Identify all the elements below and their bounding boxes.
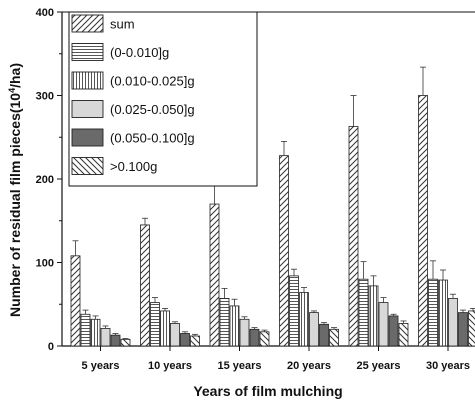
bar bbox=[70, 255, 81, 347]
x-tick-label: 30 years bbox=[426, 360, 470, 372]
bar bbox=[368, 285, 379, 347]
legend-label: (0.025-0.050]g bbox=[110, 102, 195, 117]
bar bbox=[398, 323, 409, 347]
bar bbox=[319, 323, 329, 347]
y-axis-title-main: Number of residual film pieces(10 bbox=[7, 93, 23, 317]
bar bbox=[378, 302, 389, 347]
bar bbox=[418, 95, 428, 347]
legend-swatch bbox=[71, 43, 104, 61]
x-tick-label: 20 years bbox=[287, 360, 331, 372]
y-tick-label: 0 bbox=[48, 341, 54, 353]
bar bbox=[388, 315, 399, 347]
bar bbox=[448, 298, 458, 347]
legend-swatch bbox=[71, 14, 104, 33]
bar bbox=[110, 334, 121, 347]
x-axis-title: Years of film mulching bbox=[193, 383, 342, 399]
legend-swatch bbox=[71, 157, 104, 175]
bar bbox=[180, 333, 190, 347]
bar bbox=[468, 310, 475, 347]
bar bbox=[348, 125, 359, 347]
bar bbox=[170, 323, 180, 347]
bar bbox=[458, 312, 468, 347]
legend-swatch bbox=[71, 71, 104, 90]
bar bbox=[80, 313, 91, 347]
bar bbox=[309, 312, 319, 347]
legend-label: sum bbox=[110, 17, 135, 32]
y-ticks: 0 100 200 300 400 bbox=[36, 7, 62, 353]
bar bbox=[279, 155, 289, 347]
bar bbox=[160, 310, 170, 347]
y-tick-label: 300 bbox=[36, 91, 54, 103]
x-tick-label: 25 years bbox=[356, 360, 400, 372]
x-tick-label: 10 years bbox=[148, 360, 192, 372]
bar bbox=[299, 292, 309, 347]
bar bbox=[90, 318, 101, 347]
bar bbox=[329, 328, 339, 347]
bar bbox=[120, 338, 131, 347]
bar bbox=[249, 328, 260, 347]
bar bbox=[229, 305, 240, 347]
bar bbox=[219, 298, 230, 347]
bar bbox=[438, 279, 448, 347]
bar bbox=[428, 278, 438, 347]
y-tick-label: 400 bbox=[36, 7, 54, 19]
legend: sum (0-0.010]g (0.010-0.025]g (0.025-0.050]… bbox=[68, 11, 258, 187]
bar bbox=[140, 224, 150, 347]
legend-label: >0.100g bbox=[110, 159, 157, 174]
x-ticks: 5 years 10 years 15 years 20 years 25 years 3… bbox=[82, 346, 470, 372]
bar bbox=[150, 302, 160, 347]
bar bbox=[259, 331, 270, 347]
bar bbox=[209, 203, 220, 347]
legend-swatch bbox=[71, 128, 104, 147]
legend-swatch bbox=[71, 100, 104, 118]
legend-label: (0.010-0.025]g bbox=[110, 74, 195, 89]
legend-label: (0-0.010]g bbox=[110, 45, 169, 60]
bar bbox=[358, 278, 369, 347]
y-tick-label: 100 bbox=[36, 258, 54, 270]
x-tick-label: 15 years bbox=[217, 360, 261, 372]
y-tick-label: 200 bbox=[36, 174, 54, 186]
bars bbox=[70, 95, 475, 347]
y-axis-title-superscript: 4 bbox=[7, 88, 17, 93]
x-tick-label: 5 years bbox=[82, 360, 120, 372]
bar bbox=[289, 275, 299, 347]
bar bbox=[190, 335, 200, 347]
legend-label: (0.050-0.100]g bbox=[110, 131, 195, 146]
bar bbox=[239, 318, 250, 347]
y-axis-title-tail: /ha) bbox=[7, 63, 23, 88]
legend-box bbox=[68, 11, 258, 187]
y-axis-title: Number of residual film pieces(104/ha) bbox=[7, 63, 23, 317]
bar bbox=[100, 328, 111, 347]
